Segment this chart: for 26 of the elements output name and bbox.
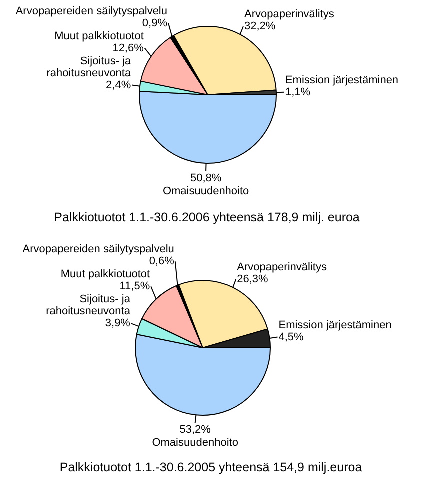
slice-label: Arvopaperinvälitys [244,8,335,21]
slice-label: Omaisuudenhoito [152,437,238,450]
text: Palkkiotuotot 1.1.-30.6.2006 yhteensä 178,9 milj. euroa [54,210,360,224]
slice-label: Muut palkkiotuotot [54,30,144,42]
data-label: 4,5% [278,331,304,344]
data-label: 50,8% [190,172,222,185]
data-label: 11,5% [120,280,150,293]
data-label: 32,2% [244,20,276,33]
data-label: 0,6% [149,256,175,268]
slice-label: Muut palkkiotuotot [60,268,150,281]
data-label: 3,9% [105,318,131,330]
slice-label: Emission järjestäminen [278,319,392,332]
data-label: 2,4% [106,79,132,92]
slice-label: Arvopapereiden säilytyspalvelu [22,244,174,256]
text: Palkkiotuotot 1.1.-30.6.2005 yhteensä 154,9 milj.euroa [60,460,362,474]
slice-label: Arvopaperinvälitys [237,262,328,274]
slice-label: Arvopapereiden säilytyspalvelu [16,5,168,18]
data-label: 53,2% [180,424,212,436]
slice-label: Sijoitus- ja rahoitusneuvonta [46,55,132,80]
slice-label: Omaisuudenhoito [162,186,250,198]
slice-label: Sijoitus- ja rahoitusneuvonta [46,294,132,318]
data-label: 1,1% [285,86,311,98]
slice-label: Emission järjestäminen [285,74,399,86]
data-label: 0,9% [142,17,168,30]
data-label: 12,6% [112,42,144,54]
data-label: 26,3% [237,274,268,286]
